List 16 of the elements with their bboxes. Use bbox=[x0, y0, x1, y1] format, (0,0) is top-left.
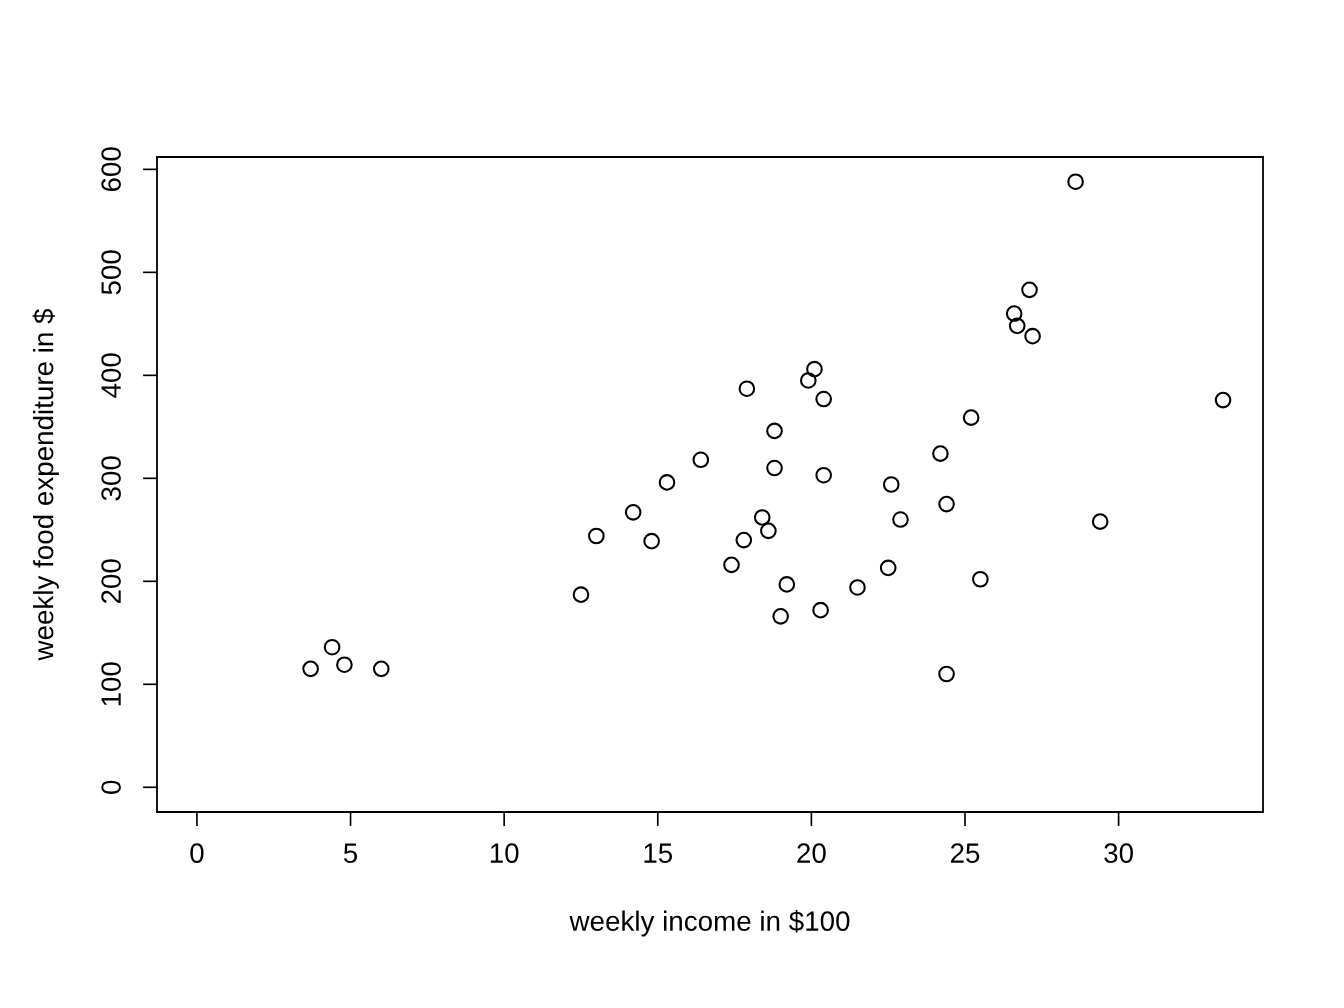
y-tick-label: 0 bbox=[101, 780, 121, 794]
x-tick-label: 20 bbox=[797, 843, 826, 863]
y-tick-label: 200 bbox=[101, 559, 121, 604]
x-axis-title: weekly income in $100 bbox=[569, 910, 850, 937]
y-tick-label: 100 bbox=[101, 662, 121, 706]
y-tick-label: 500 bbox=[101, 250, 121, 295]
y-axis-title: weekly food expenditure in $ bbox=[32, 308, 59, 661]
x-tick-label: 25 bbox=[950, 843, 980, 863]
x-tick-label: 15 bbox=[644, 843, 673, 863]
x-tick-label: 0 bbox=[190, 843, 204, 863]
y-tick-label: 300 bbox=[101, 456, 121, 501]
y-tick-label: 400 bbox=[101, 353, 121, 398]
x-tick-label: 10 bbox=[490, 843, 519, 863]
x-tick-label: 5 bbox=[343, 843, 358, 863]
x-tick-label: 30 bbox=[1104, 843, 1133, 863]
y-tick-label: 600 bbox=[101, 147, 121, 192]
